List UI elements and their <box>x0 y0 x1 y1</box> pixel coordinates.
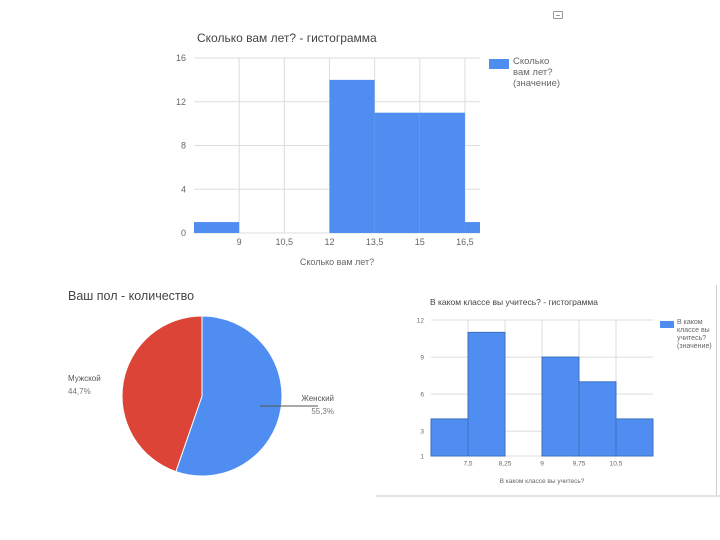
chart1-ytick: 4 <box>181 184 186 194</box>
chart2-svg: Женский 55,3% Мужской 44,7% <box>68 315 334 477</box>
chart1-svg: 16 12 8 4 0 9 10,5 12 13,5 15 16,5 Сколько вам лет? <box>176 53 480 267</box>
chart3-xtick: 9,75 <box>573 461 586 468</box>
chart3-bar <box>578 381 617 457</box>
chart1-legend: Сколько вам лет? (значение) <box>489 56 564 90</box>
chart1-xtick: 15 <box>415 237 425 247</box>
chart3-ytick: 1 <box>420 453 424 460</box>
chart1-xtick: 10,5 <box>276 237 294 247</box>
chart3-ytick: 3 <box>420 429 424 436</box>
pie-label-male: Мужской <box>68 374 101 383</box>
chart3-bar <box>467 331 506 457</box>
chart1-bar <box>464 222 480 233</box>
chart3-bar <box>541 356 580 457</box>
chart1-ytick: 0 <box>181 228 186 238</box>
corner-icon <box>553 11 563 19</box>
chart3-xlabel: В каком классе вы учитесь? <box>500 478 585 485</box>
chart3-legend-swatch <box>660 321 674 328</box>
chart3-xtick: 10,5 <box>610 461 623 468</box>
chart1-ytick: 16 <box>176 53 186 63</box>
pie-slice-1 <box>121 315 203 473</box>
chart3-ytick: 12 <box>417 317 425 324</box>
pie-pct-female: 55,3% <box>311 407 334 416</box>
chart1-xtick: 12 <box>324 237 334 247</box>
chart2-title: Ваш пол - количество <box>68 289 195 303</box>
chart3-legend: В каком классе вы учитесь? (значение) <box>660 319 716 351</box>
chart1-legend-label: Сколько вам лет? (значение) <box>513 56 561 89</box>
chart3-bar <box>430 418 469 457</box>
pie-pct-male: 44,7% <box>68 387 91 396</box>
chart1-xtick: 16,5 <box>456 237 474 247</box>
chart1-ytick: 12 <box>176 97 186 107</box>
chart1-xtick: 9 <box>237 237 242 247</box>
chart1-xtick: 13,5 <box>366 237 384 247</box>
chart3-bar <box>615 418 654 457</box>
chart3-title: В каком классе вы учитесь? - гистограмма <box>430 297 598 307</box>
chart3-xtick: 9 <box>540 461 544 468</box>
chart1-bar <box>329 79 375 233</box>
divider-line <box>376 495 720 497</box>
chart3-xtick: 8,25 <box>499 461 512 468</box>
chart1-bar <box>194 222 240 233</box>
chart1-ytick: 8 <box>181 141 186 151</box>
pie-label-female: Женский <box>301 394 334 403</box>
chart1-title: Сколько вам лет? - гистограмма <box>197 31 377 45</box>
chart1-xlabel: Сколько вам лет? <box>300 257 374 267</box>
chart1-bar <box>374 112 420 233</box>
chart3-ytick: 9 <box>420 354 424 361</box>
chart3-svg: 12 9 6 3 1 7,5 8,25 9 9,75 10,5 В каком классе вы … <box>417 317 654 485</box>
chart3-xtick: 7,5 <box>463 461 472 468</box>
chart1-bar <box>419 112 465 233</box>
chart3-ytick: 6 <box>420 391 424 398</box>
chart1-legend-swatch <box>489 59 509 69</box>
chart3-legend-label: В каком классе вы учитесь? (значение) <box>677 319 712 351</box>
edge-line <box>716 285 717 495</box>
